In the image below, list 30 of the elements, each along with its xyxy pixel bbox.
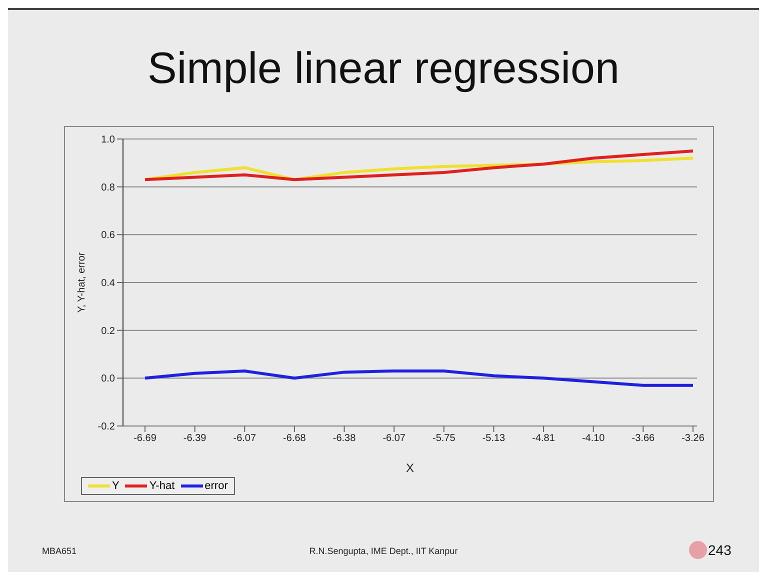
legend-label: Y-hat [148, 480, 175, 492]
text: MBA651 [42, 546, 77, 556]
y-tick-label: 0.0 [101, 374, 116, 385]
x-tick-label: -5.75 [432, 433, 456, 444]
x-tick-label: -4.10 [582, 433, 606, 444]
x-tick-label: -5.13 [482, 433, 506, 444]
x-axis-title: X [406, 461, 414, 475]
y-axis-title: Y, Y-hat, error [76, 252, 88, 313]
x-tick-label: -4.81 [532, 433, 556, 444]
y-tick-label: 0.6 [101, 230, 116, 242]
x-tick-label: -6.69 [134, 433, 157, 444]
text: 243 [707, 541, 732, 560]
x-tick-label: -6.07 [233, 433, 256, 444]
y-tick-label: 0.8 [101, 182, 116, 194]
y-tick-label: 0.2 [101, 326, 116, 337]
x-tick-label: -6.68 [283, 433, 306, 444]
line-series [144, 149, 694, 182]
x-tick-label: -3.66 [632, 433, 656, 444]
text: R.N.Sengupta, IME Dept., IIT Kanpur [309, 546, 458, 556]
chart-title: Simple linear regression [146, 44, 620, 94]
legend-label: Y [111, 480, 120, 492]
legend-label: error [204, 480, 228, 492]
x-tick-label: -3.26 [682, 433, 705, 444]
x-tick-label: -6.07 [382, 433, 406, 444]
y-tick-label: -0.2 [98, 422, 116, 433]
x-tick-label: -6.38 [332, 433, 356, 444]
line-series [144, 369, 694, 387]
x-tick-label: -6.39 [183, 433, 207, 444]
y-tick-label: 0.4 [101, 278, 116, 290]
y-tick-label: 1.0 [101, 134, 116, 146]
